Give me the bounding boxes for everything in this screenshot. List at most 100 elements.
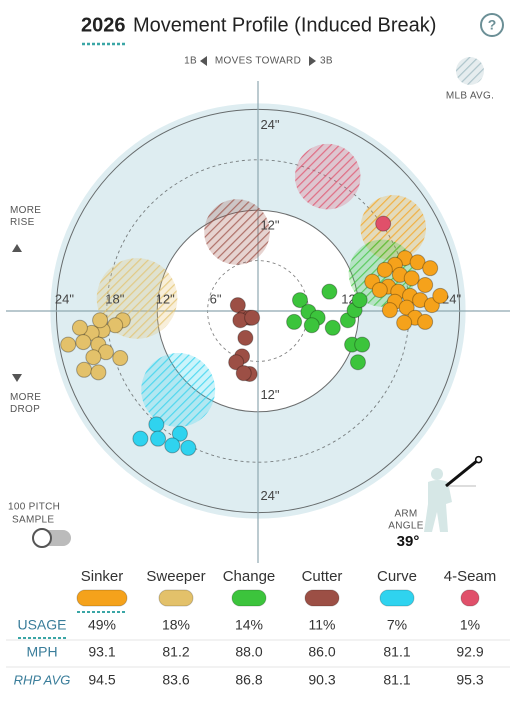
- direction-right: 3B: [320, 56, 333, 67]
- table-cell: 49%: [88, 617, 116, 633]
- pitch-point: [148, 416, 165, 433]
- table-cell: 88.0: [235, 644, 262, 660]
- legend-avg-swatch: [456, 57, 484, 85]
- legend-swatch: [304, 589, 340, 607]
- table-cell: 81.1: [383, 644, 410, 660]
- pitch-point: [150, 430, 167, 447]
- arm-angle-value: 39°: [397, 533, 420, 550]
- arrow-right: [309, 56, 316, 66]
- pitch-point: [71, 319, 88, 336]
- arm-angle-title-2: ANGLE: [388, 521, 423, 532]
- legend-label: Cutter: [302, 568, 343, 585]
- arm-angle-line: [445, 455, 483, 488]
- pitch-table: Sinker Sweeper Change Cutter Curve 4-Seam USAG…: [6, 568, 510, 688]
- rise-line: MORE RISE: [10, 205, 41, 228]
- y-tick-label: 12": [260, 387, 279, 402]
- pitch-point: [85, 349, 102, 366]
- table-cell: 90.3: [308, 672, 335, 688]
- pitch-point: [180, 439, 197, 456]
- table-cell: 11%: [309, 617, 336, 633]
- mlb-avg-zone: [294, 143, 361, 210]
- year-selector[interactable]: 2026: [81, 14, 126, 36]
- y-tick-label: 12": [260, 218, 279, 233]
- table-cell: 83.6: [162, 672, 189, 688]
- pitch-point: [244, 309, 261, 326]
- pitch-point: [376, 261, 393, 278]
- pitch-point: [132, 430, 149, 447]
- row-label: MPH: [26, 644, 57, 660]
- pitch-point: [321, 283, 338, 300]
- help-icon-text[interactable]: ?: [488, 17, 497, 33]
- pitch-point: [409, 254, 426, 271]
- pitch-point: [351, 292, 368, 309]
- x-tick-label: 12": [156, 291, 175, 306]
- pitch-point: [324, 319, 341, 336]
- legend-swatch: [231, 589, 267, 607]
- table-cell: 14%: [235, 617, 263, 633]
- legend-swatch: [158, 589, 194, 607]
- pitch-point: [422, 260, 439, 277]
- direction-left: 1B: [184, 56, 197, 67]
- pitch-point: [235, 365, 252, 382]
- pitch-point: [354, 336, 371, 353]
- pitch-point: [417, 313, 434, 330]
- drop-arrow: [12, 374, 22, 382]
- pitch-point: [432, 287, 449, 304]
- direction-label: MOVES TOWARD: [215, 56, 301, 67]
- sample-line-2: SAMPLE: [12, 515, 54, 526]
- table-cell: 7%: [387, 617, 407, 633]
- rise-arrow: [12, 244, 22, 252]
- row-label: RHP AVG: [14, 672, 71, 687]
- legend-swatch: [379, 589, 415, 607]
- legend-label: Curve: [377, 568, 417, 585]
- pitch-point: [375, 215, 392, 232]
- mlb-avg-zone: [141, 353, 216, 427]
- table-cell: 81.1: [383, 672, 410, 688]
- y-tick-label: 24": [260, 117, 279, 132]
- x-tick-label: 6": [210, 291, 222, 306]
- pitch-point: [417, 276, 434, 293]
- arm-angle-title-1: ARM: [394, 509, 417, 520]
- legend-label: Sinker: [81, 568, 124, 585]
- y-tick-label: 24": [260, 488, 279, 503]
- table-cell: 18%: [162, 617, 190, 633]
- pitch-point: [286, 313, 303, 330]
- pitch-point: [90, 364, 107, 381]
- pitch-point: [349, 354, 366, 371]
- table-cell: 95.3: [456, 672, 483, 688]
- pitch-point: [76, 361, 93, 378]
- table-cell: 86.0: [308, 644, 335, 660]
- pitch-point: [229, 297, 246, 314]
- legend-label: 4-Seam: [444, 568, 497, 585]
- pitch-point: [303, 317, 320, 334]
- drop-line: MORE DROP: [10, 392, 41, 415]
- pitch-point: [381, 302, 398, 319]
- table-cell: 86.8: [235, 672, 262, 688]
- sample-line-1: 100 PITCH: [8, 502, 60, 513]
- pitcher-silhouette: [424, 468, 452, 532]
- pitch-point: [228, 354, 245, 371]
- toggle-knob[interactable]: [32, 528, 52, 548]
- pitch-point: [371, 282, 388, 298]
- pitch-point: [171, 425, 188, 442]
- legend-swatch: [460, 589, 480, 607]
- x-tick-label: 24": [55, 291, 74, 306]
- arm-line: [445, 458, 480, 488]
- pitch-point: [60, 336, 77, 353]
- arrow-left: [200, 56, 207, 66]
- table-cell: 1%: [460, 617, 480, 633]
- table-cell: 93.1: [88, 644, 115, 660]
- pitch-point: [403, 270, 420, 287]
- legend-avg-label: MLB AVG.: [446, 91, 494, 102]
- help-icon[interactable]: [480, 13, 504, 37]
- plot-area: 24" 18" 12" 6" 12" 24"24"12"12"24": [6, 81, 510, 563]
- pitch-point: [292, 292, 308, 309]
- table-cell: 92.9: [456, 644, 483, 660]
- row-label: USAGE: [17, 617, 66, 633]
- mlb-avg-zone: [204, 199, 270, 265]
- pitch-point: [237, 329, 254, 346]
- legend-label: Sweeper: [146, 568, 205, 585]
- x-tick-label: 18": [105, 291, 124, 306]
- chart-title: Movement Profile (Induced Break): [133, 14, 436, 36]
